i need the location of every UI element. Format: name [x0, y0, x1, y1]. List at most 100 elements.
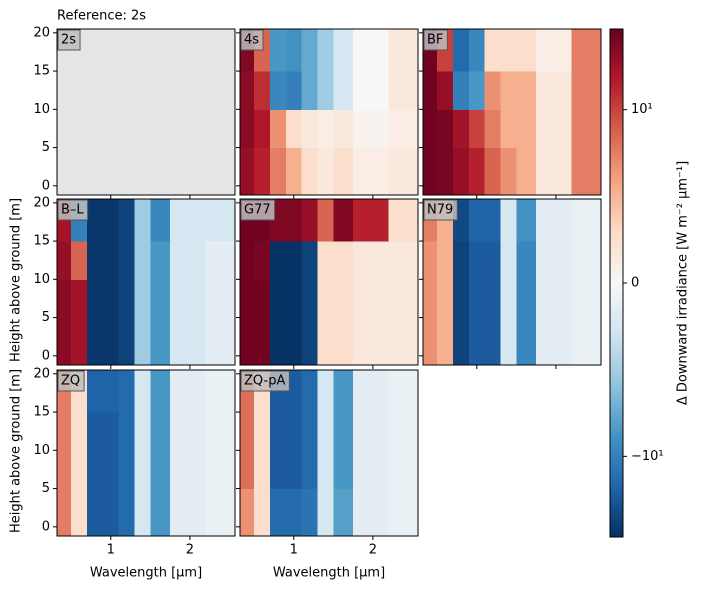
- heat-cell: [388, 450, 419, 490]
- heat-cell: [301, 370, 319, 413]
- heat-cell: [468, 71, 486, 110]
- heat-cell: [87, 199, 104, 242]
- heat-cell: [254, 71, 271, 110]
- heat-cell: [353, 450, 390, 490]
- panel-label-box: [423, 199, 458, 221]
- heat-cell: [500, 241, 517, 280]
- heat-cell: [333, 241, 354, 280]
- heat-cell: [150, 241, 171, 280]
- heat-cell: [301, 488, 319, 537]
- heat-cell: [102, 450, 120, 490]
- y-tick-label: 10: [33, 443, 50, 458]
- heat-cell: [468, 29, 486, 72]
- colorbar-tick-label: 0: [631, 276, 639, 291]
- heat-cell: [484, 199, 502, 242]
- heat-cell: [353, 71, 390, 110]
- heat-cell: [285, 147, 303, 196]
- heat-cell: [516, 109, 537, 149]
- panel-label-box: [57, 29, 81, 51]
- heat-cell: [353, 370, 390, 413]
- heat-cell: [270, 147, 287, 196]
- panel-frame: [239, 369, 419, 537]
- heat-cell: [134, 370, 151, 413]
- panel: G77: [236, 198, 419, 369]
- heat-cell: [333, 450, 354, 490]
- heat-cell: [571, 279, 602, 319]
- heat-cell: [333, 199, 354, 242]
- heat-cell: [423, 241, 438, 280]
- heat-cell: [134, 317, 151, 366]
- heat-cell: [270, 488, 287, 537]
- heat-cell: [57, 488, 72, 537]
- heat-cell: [571, 109, 602, 149]
- heat-cell: [571, 317, 602, 366]
- panel-label: ZQ-pA: [244, 374, 285, 389]
- heat-cell: [333, 29, 354, 72]
- heat-cell: [453, 279, 470, 319]
- heat-cell: [285, 199, 303, 242]
- heat-cell: [317, 450, 334, 490]
- heat-cell: [71, 450, 88, 490]
- heat-cell: [353, 488, 390, 537]
- heat-cell: [353, 147, 390, 196]
- panel-label: 2s: [61, 33, 76, 48]
- panel: 0 5 10 15 20 1 2 ZQ Wavelength [µm] Height above …: [9, 366, 236, 581]
- heat-cell: [437, 317, 454, 366]
- panel: N79: [419, 198, 602, 369]
- panel-label-box: [240, 370, 290, 392]
- panel: 0 5 10 15 20 2s: [33, 25, 236, 199]
- heat-cell: [423, 317, 438, 366]
- colorbar-label: Δ Downward irradiance [W m⁻² µm⁻¹]: [676, 161, 691, 405]
- heat-cell: [388, 279, 419, 319]
- heat-cell: [516, 279, 537, 319]
- heat-cell: [301, 109, 319, 149]
- heat-cell: [536, 29, 573, 72]
- y-tick-label: 15: [33, 405, 50, 420]
- heat-cell: [205, 450, 236, 490]
- heat-cell: [317, 71, 334, 110]
- heat-cell: [536, 71, 573, 110]
- panel-frame: [56, 198, 236, 366]
- panel-frame: [239, 28, 419, 196]
- heat-cell: [205, 199, 236, 242]
- heat-cell: [57, 450, 72, 490]
- heat-cell: [317, 370, 334, 413]
- heat-cell: [118, 199, 136, 242]
- heat-cell: [285, 370, 303, 413]
- heat-cell: [87, 412, 104, 451]
- heat-cell: [170, 199, 207, 242]
- heat-cell: [536, 241, 573, 280]
- heat-cell: [240, 450, 255, 490]
- heat-cell: [437, 109, 454, 149]
- heat-cell: [317, 29, 334, 72]
- heat-cell: [270, 71, 287, 110]
- heat-cell: [484, 279, 502, 319]
- heat-cell: [102, 241, 120, 280]
- heat-cell: [118, 488, 136, 537]
- heat-cell: [205, 317, 236, 366]
- heat-cell: [270, 241, 287, 280]
- heat-cell: [571, 147, 602, 196]
- y-tick-label: 0: [42, 178, 50, 193]
- heat-cell: [500, 109, 517, 149]
- y-tick-label: 5: [42, 140, 50, 155]
- heat-cell: [516, 241, 537, 280]
- heat-cell: [87, 279, 104, 319]
- heat-cell: [170, 279, 207, 319]
- heat-cell: [170, 412, 207, 451]
- heat-cell: [301, 147, 319, 196]
- heat-cell: [536, 109, 573, 149]
- heat-cell: [254, 109, 271, 149]
- heat-cell: [453, 71, 470, 110]
- heat-cell: [301, 241, 319, 280]
- panel-label-box: [423, 29, 448, 51]
- panel-frame: [422, 28, 602, 196]
- heat-cell: [536, 279, 573, 319]
- heat-cell: [453, 241, 470, 280]
- heat-cell: [388, 317, 419, 366]
- heat-cell: [150, 279, 171, 319]
- y-tick-label: 10: [33, 272, 50, 287]
- heat-cell: [205, 279, 236, 319]
- y-tick-label: 15: [33, 64, 50, 79]
